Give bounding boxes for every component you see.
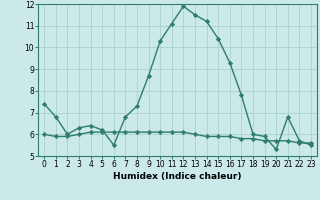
X-axis label: Humidex (Indice chaleur): Humidex (Indice chaleur) [113,172,242,181]
